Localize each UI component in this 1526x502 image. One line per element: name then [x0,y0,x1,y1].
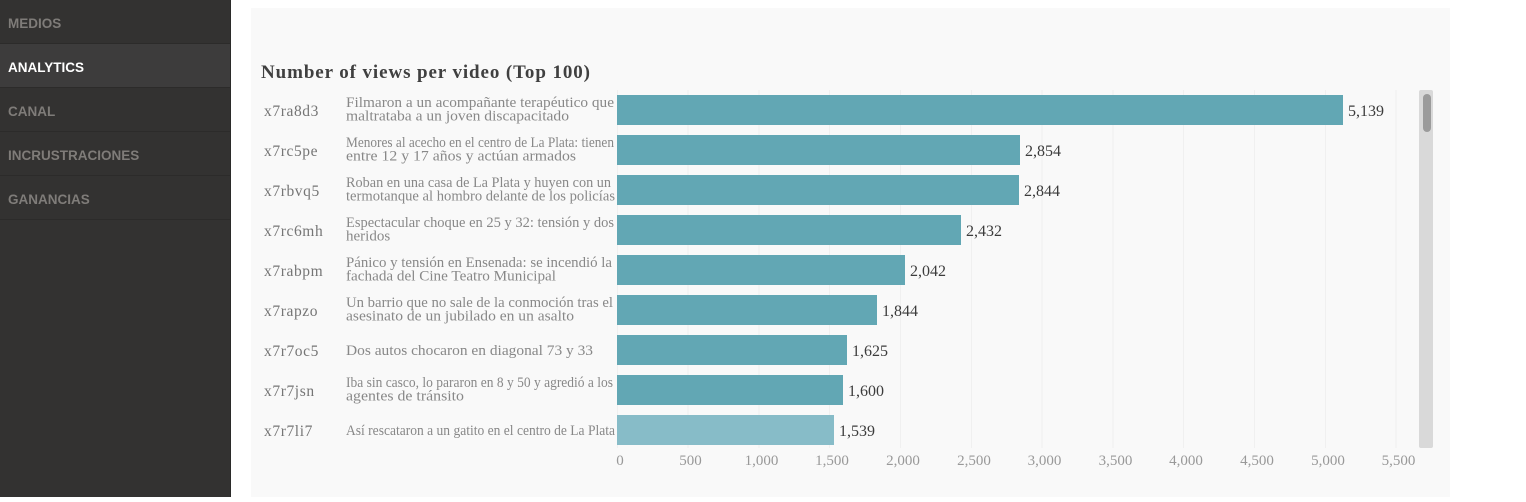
svg-text:5,500: 5,500 [1382,453,1416,469]
svg-text:termotanque al hombro delante: termotanque al hombro delante de los pol… [346,189,615,205]
svg-text:0: 0 [616,453,624,469]
svg-text:3,500: 3,500 [1099,453,1133,469]
svg-text:4,500: 4,500 [1240,453,1274,469]
svg-text:500: 500 [679,453,702,469]
svg-text:1,600: 1,600 [848,383,884,400]
svg-text:Number of views per video (Top: Number of views per video (Top 100) [261,62,591,83]
svg-text:Iba sin casco, lo pararon en 8: Iba sin casco, lo pararon en 8 y 50 y ag… [346,375,613,391]
svg-text:2,432: 2,432 [966,223,1002,240]
svg-text:4,000: 4,000 [1169,453,1203,469]
svg-text:1,844: 1,844 [882,303,918,320]
svg-text:2,500: 2,500 [957,453,991,469]
svg-text:asesinato de un jubilado en un: asesinato de un jubilado en un asalto [346,309,574,325]
svg-text:3,000: 3,000 [1028,453,1062,469]
svg-text:x7rapzo: x7rapzo [264,303,318,320]
svg-text:Menores al acecho en el centro: Menores al acecho en el centro de La Pla… [346,135,614,151]
svg-text:Dos autos chocaron en diagonal: Dos autos chocaron en diagonal 73 y 33 [346,343,593,359]
svg-text:2,854: 2,854 [1025,143,1061,160]
svg-text:Pánico y tensión en Ensenada:: Pánico y tensión en Ensenada: se incendi… [346,255,612,271]
svg-text:x7r7li7: x7r7li7 [264,423,313,440]
svg-text:x7rc5pe: x7rc5pe [264,143,318,160]
svg-text:fachada del Cine Teatro Munici: fachada del Cine Teatro Municipal [346,269,556,285]
svg-text:2,844: 2,844 [1024,183,1060,200]
svg-text:1,625: 1,625 [852,343,888,360]
svg-text:x7ra8d3: x7ra8d3 [264,103,319,120]
svg-text:heridos: heridos [346,229,390,245]
svg-text:1,000: 1,000 [745,453,779,469]
svg-text:x7r7oc5: x7r7oc5 [264,343,319,360]
svg-text:Espectacular choque en 25 y 32: Espectacular choque en 25 y 32: tensión … [346,215,614,231]
svg-text:x7rc6mh: x7rc6mh [264,223,323,240]
svg-text:Así rescataron a un gatito en: Así rescataron a un gatito en el centro … [346,423,615,439]
svg-text:x7rbvq5: x7rbvq5 [264,183,320,200]
svg-text:x7r7jsn: x7r7jsn [264,383,315,400]
svg-text:5,000: 5,000 [1311,453,1345,469]
svg-text:2,042: 2,042 [910,263,946,280]
svg-text:1,500: 1,500 [815,453,849,469]
svg-text:Filmaron a un acompañante tera: Filmaron a un acompañante terapéutico qu… [346,95,614,111]
svg-text:maltrataba a un joven discapac: maltrataba a un joven discapacitado [346,109,569,125]
svg-text:agentes de tránsito: agentes de tránsito [346,389,464,405]
svg-text:x7rabpm: x7rabpm [264,263,323,280]
svg-text:Un barrio que no sale de la co: Un barrio que no sale de la conmoción tr… [346,295,613,311]
svg-text:Roban en una casa de La Plata: Roban en una casa de La Plata y huyen co… [346,175,611,191]
svg-text:5,139: 5,139 [1348,103,1384,120]
svg-text:entre 12 y 17 años y actúan ar: entre 12 y 17 años y actúan armados [346,149,576,165]
svg-text:2,000: 2,000 [886,453,920,469]
svg-text:1,539: 1,539 [839,423,875,440]
